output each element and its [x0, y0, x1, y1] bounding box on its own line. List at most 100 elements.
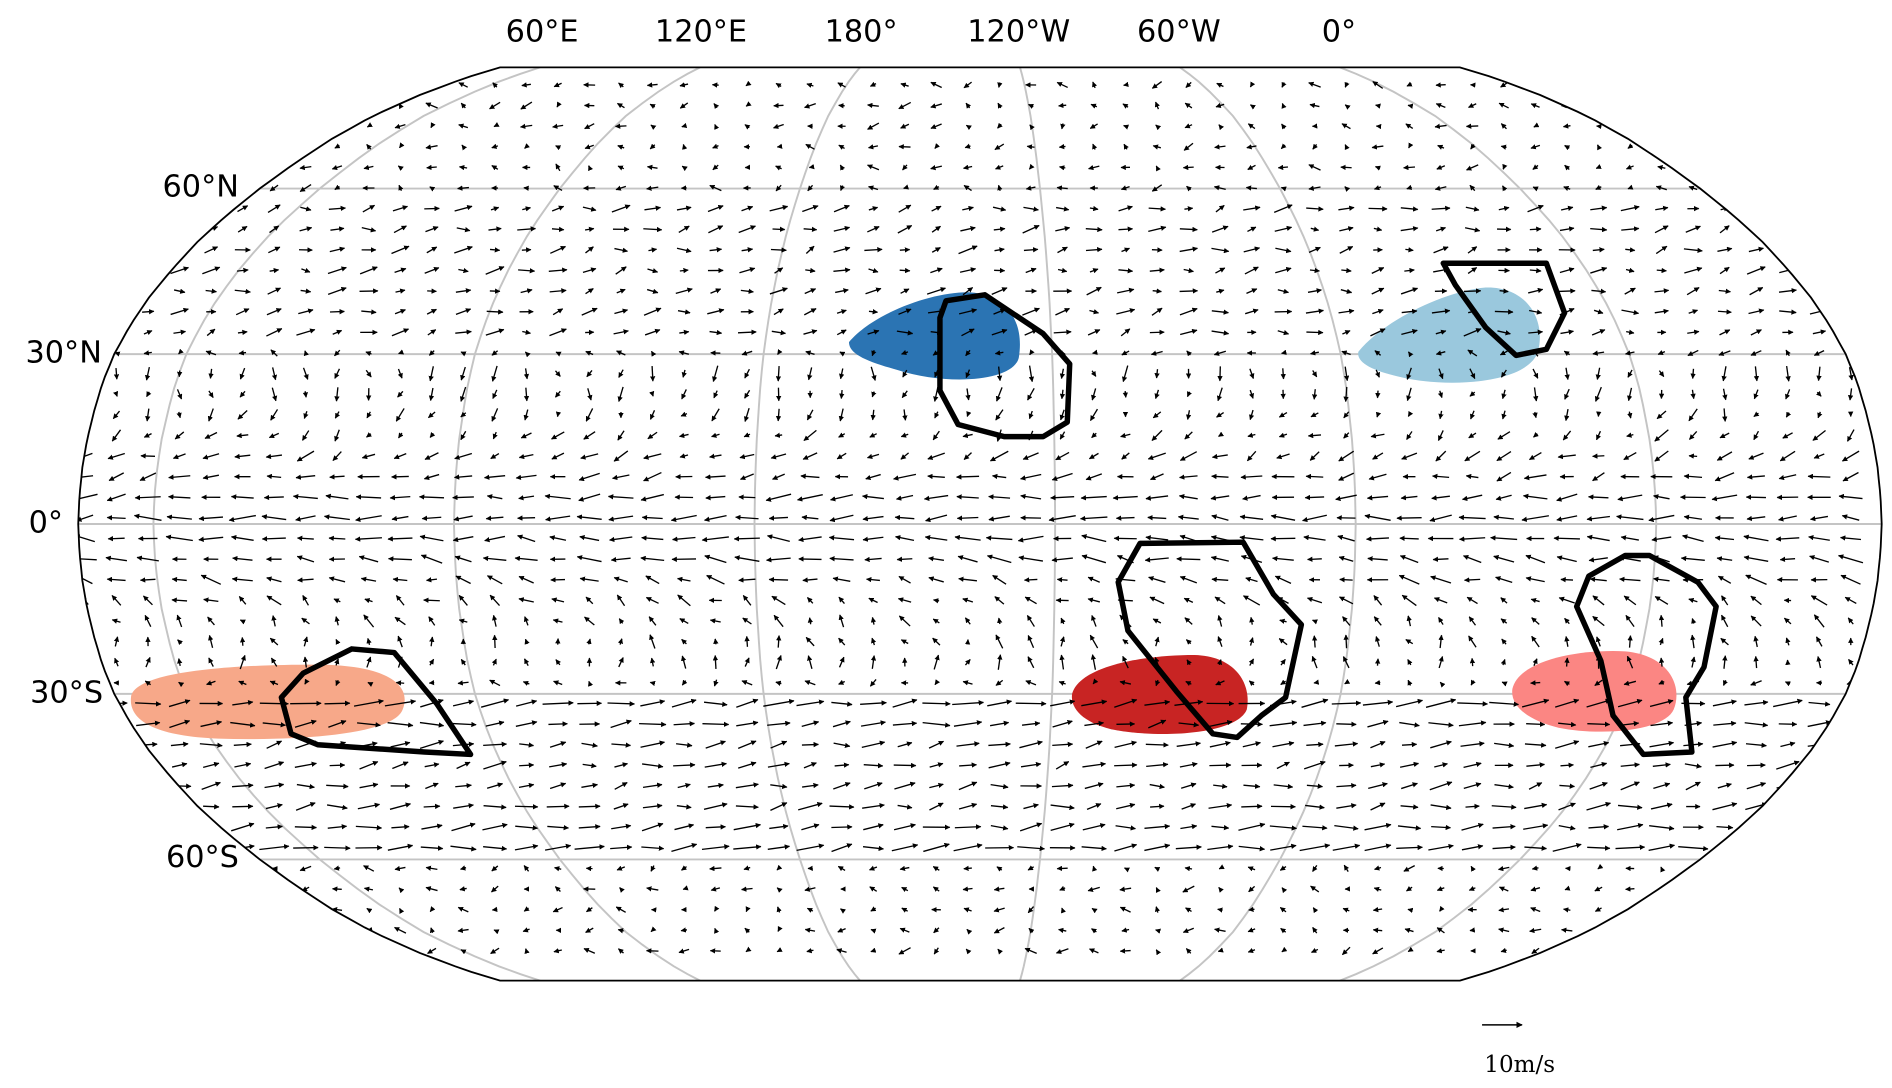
wind-arrow [997, 654, 1003, 670]
wind-arrow [677, 594, 691, 607]
wind-arrow [1686, 286, 1700, 296]
wind-arrow [1842, 471, 1859, 482]
wind-arrow [1655, 205, 1669, 212]
wind-arrow [450, 845, 477, 852]
wind-arrow [1306, 741, 1324, 748]
wind-arrow [1623, 595, 1637, 606]
wind-arrow [839, 368, 845, 380]
wind-arrow [933, 654, 940, 670]
wind-arrow [1017, 845, 1046, 852]
wind-arrow [1593, 309, 1604, 315]
wind-arrow [737, 329, 757, 335]
wind-arrow [963, 865, 972, 872]
wind-arrow [803, 308, 817, 316]
wind-arrow [1406, 615, 1412, 627]
wind-arrow [711, 82, 719, 88]
wind-arrow [1745, 574, 1767, 585]
wind-arrow [1019, 740, 1043, 749]
wind-arrow [1123, 143, 1129, 150]
wind-arrow [763, 698, 795, 707]
wind-arrow [1308, 246, 1321, 253]
wind-arrow [205, 350, 217, 356]
wind-arrow [555, 411, 562, 418]
wind-arrow [1464, 288, 1482, 294]
wind-arrow [328, 535, 346, 542]
wind-arrow [771, 595, 786, 606]
wind-arrow [1595, 367, 1601, 380]
wind-arrow [1216, 288, 1225, 294]
wind-arrow [522, 206, 531, 212]
wind-arrow [736, 698, 759, 708]
wind-arrow [743, 432, 751, 438]
wind-arrow [1808, 534, 1830, 541]
wind-arrow [296, 783, 315, 790]
wind-arrow [650, 350, 657, 357]
wind-arrow [1371, 267, 1385, 275]
wind-arrow [831, 701, 853, 707]
wind-arrow [299, 865, 312, 872]
wind-arrow [1782, 123, 1793, 129]
contours [278, 260, 1719, 758]
wind-arrow [1179, 575, 1198, 584]
wind-arrow [335, 680, 341, 686]
wind-arrow [775, 680, 782, 686]
wind-arrow [646, 164, 658, 171]
wind-arrow [104, 721, 130, 727]
wind-arrow [1783, 617, 1792, 625]
wind-arrow [933, 947, 940, 955]
wind-arrow [1114, 740, 1137, 748]
wind-arrow [1274, 225, 1293, 232]
wind-arrow [1466, 164, 1479, 171]
wind-arrow [1688, 453, 1698, 459]
wind-arrow [1653, 782, 1671, 790]
wind-arrow [1779, 205, 1797, 211]
wind-arrow [1178, 493, 1198, 500]
wind-arrow [1810, 595, 1828, 606]
wind-arrow [555, 163, 561, 172]
wind-arrow [493, 122, 500, 128]
wind-arrow [860, 720, 886, 727]
wind-arrow [1425, 698, 1457, 708]
wind-arrow [1659, 82, 1665, 89]
wind-arrow [1469, 927, 1476, 933]
wind-arrow [1469, 368, 1476, 380]
wind-arrow [1466, 596, 1478, 605]
wind-arrow [1213, 185, 1226, 191]
wind-arrow [551, 205, 565, 212]
wind-arrow [1588, 494, 1609, 500]
wind-arrow [681, 655, 687, 669]
wind-arrow [1175, 844, 1202, 850]
wind-arrow [328, 205, 346, 212]
wind-arrow [1721, 927, 1728, 933]
wind-arrow [1656, 947, 1667, 955]
wind-arrow [1844, 596, 1857, 605]
wind-arrow [327, 266, 347, 275]
wind-arrow [964, 659, 971, 666]
wind-arrow [1050, 495, 1075, 501]
wind-arrow [954, 824, 982, 830]
wind-arrow [333, 598, 341, 604]
wind-arrow [807, 655, 813, 669]
wind-arrow [239, 948, 246, 954]
wind-arrow [617, 430, 625, 441]
wind-arrow [172, 453, 186, 460]
wind-arrow [1816, 886, 1823, 893]
wind-arrow [264, 761, 285, 770]
wind-arrow [143, 205, 153, 212]
wind-arrow [1753, 430, 1760, 441]
wind-arrow [581, 782, 598, 789]
wind-arrow [1650, 802, 1673, 810]
wind-arrow [1658, 679, 1665, 685]
wind-arrow [1530, 103, 1540, 109]
wind-arrow [1463, 328, 1482, 337]
wind-arrow [1498, 886, 1509, 892]
wind-arrow [901, 886, 909, 893]
wind-arrow [928, 556, 945, 562]
wind-arrow [1052, 741, 1074, 748]
wind-arrow [1184, 123, 1193, 129]
wind-arrow [1216, 387, 1223, 402]
wind-arrow [1050, 822, 1075, 832]
wind-arrow [270, 657, 278, 667]
wind-arrow [1209, 740, 1231, 748]
wind-arrow [1245, 576, 1258, 583]
